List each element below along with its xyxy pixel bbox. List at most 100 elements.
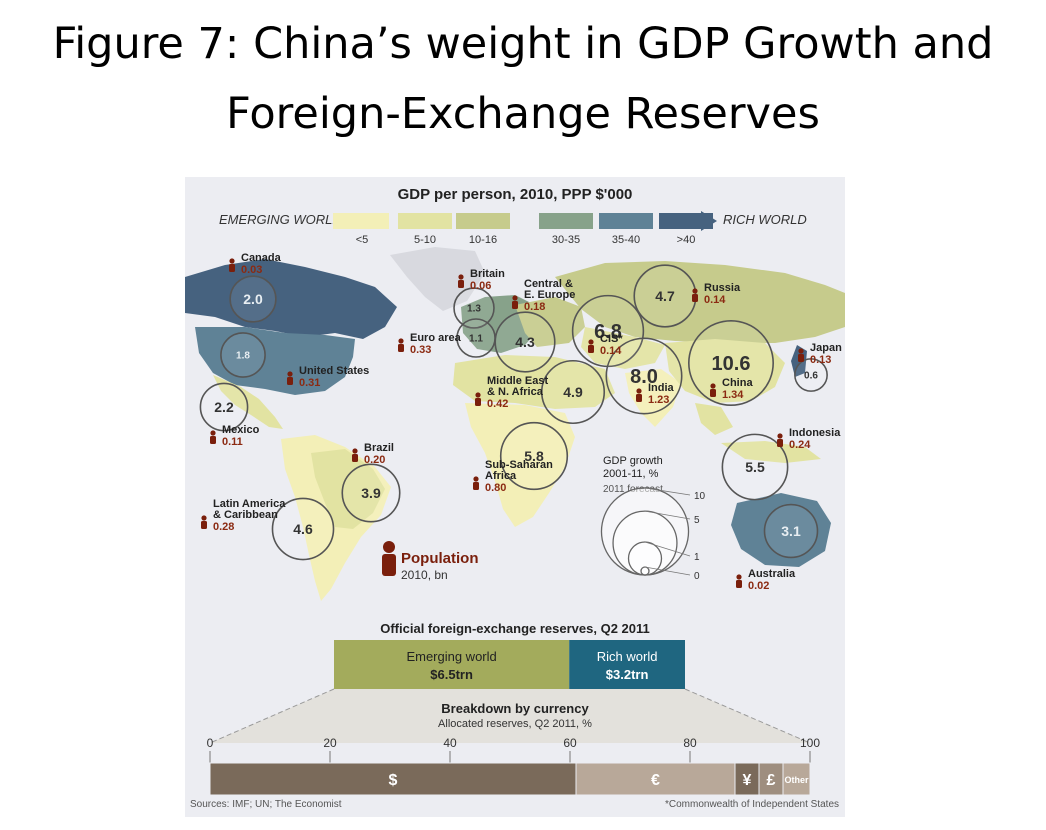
region-name-india: India: [648, 382, 675, 394]
currency-chart: 0 20 40 60 80 100 $ € ¥ £ Other: [207, 736, 820, 796]
region-name-mexico: Mexico: [222, 424, 260, 436]
currency-segment-label: ¥: [743, 772, 752, 789]
population-icon-china-body: [710, 389, 716, 397]
population-icon-indonesia-body: [777, 439, 783, 447]
population-icon-britain-body: [458, 280, 464, 288]
population-key-icon-body: [382, 554, 396, 576]
breakdown-title: Breakdown by currency: [441, 701, 589, 716]
gdp-legend: <5 5-10 10-16 30-35 35-40 >40: [335, 213, 713, 246]
population-value-brazil: 0.20: [364, 454, 385, 466]
growth-key-tick: 5: [694, 515, 700, 526]
population-icon-japan-body: [798, 354, 804, 362]
currency-axis-tick: 60: [563, 736, 577, 750]
india-shape: [625, 369, 681, 427]
growth-value-china: 10.6: [712, 353, 751, 375]
growth-circle-japan: [794, 358, 828, 392]
growth-value-australia: 3.1: [781, 523, 801, 539]
breakdown-subtitle: Allocated reserves, Q2 2011, %: [438, 718, 592, 730]
currency-segment: [782, 762, 811, 796]
currency-axis-tick: 20: [323, 736, 337, 750]
united-states-shape: [195, 327, 355, 395]
growth-key: GDP growth 2001-11, % 2011 forecast 1051…: [600, 455, 706, 582]
growth-circles: 2.0 1.8 2.2 1.3 1.1 4.3 4.7 6.8 4.9 8.0 10.6 0.6 5.5…: [199, 264, 828, 561]
growth-key-circle: [640, 566, 650, 576]
sources-note: Sources: IMF; UN; The Economist: [190, 799, 342, 810]
region-name-britain: Britain: [470, 268, 505, 280]
population-value-russia: 0.14: [704, 294, 726, 306]
growth-circle-brazil: [341, 463, 401, 523]
legend-swatch: [599, 213, 653, 229]
population-key-icon-head: [383, 541, 395, 553]
growth-circle-china: [688, 320, 774, 406]
indonesia-shape: [721, 441, 821, 463]
region-name-australia: Australia: [748, 568, 796, 580]
legend-swatch: [659, 213, 713, 229]
legend-swatch: [456, 213, 510, 229]
growth-value-russia: 4.7: [655, 288, 675, 304]
region-name-japan: Japan: [810, 342, 842, 354]
reserves-rich-value: $3.2trn: [606, 667, 649, 682]
se-asia-shape: [695, 403, 733, 435]
world-map: [185, 247, 845, 601]
region-name-middle-east: Middle East: [487, 375, 548, 387]
population-key-subtitle: 2010, bn: [401, 568, 448, 582]
population-icon-canada: [229, 258, 235, 264]
population-value-indonesia: 0.24: [789, 439, 811, 451]
legend-swatch: [539, 213, 593, 229]
population-value-britain: 0.06: [470, 280, 491, 292]
legend-label: >40: [677, 234, 696, 246]
growth-value-central-europe: 4.3: [515, 334, 535, 350]
region-name-united-states: United States: [299, 365, 369, 377]
region-name-canada: Canada: [241, 252, 282, 264]
growth-value-united-states: 1.8: [236, 351, 250, 362]
growth-value-latin-america: 4.6: [293, 521, 313, 537]
growth-circle-latin-america: [271, 497, 335, 561]
trapezoid-right-edge: [684, 688, 811, 744]
population-value-india: 1.23: [648, 394, 669, 406]
slide-title-line-2: Foreign-Exchange Reserves: [226, 89, 820, 139]
region-name-china: China: [722, 377, 753, 389]
growth-value-mexico: 2.2: [214, 399, 234, 415]
growth-circle-canada: [229, 275, 277, 323]
population-key: Population 2010, bn: [382, 541, 479, 582]
population-icon-brazil: [352, 448, 358, 454]
growth-circle-central-europe: [494, 311, 556, 373]
infographic-svg: GDP per person, 2010, PPP $'000 EMERGING…: [185, 186, 845, 810]
china-shape: [665, 339, 785, 403]
footnote: *Commonwealth of Independent States: [665, 799, 839, 810]
growth-key-leader: [644, 510, 691, 520]
growth-circle-mexico: [199, 382, 249, 432]
region-name-sub-saharan-africa: Africa: [485, 470, 517, 482]
population-icon-sub-saharan-africa: [473, 476, 479, 482]
growth-key-tick: 0: [694, 571, 700, 582]
mexico-shape: [213, 375, 283, 429]
population-icon-russia-body: [692, 294, 698, 302]
scale-arrow-tail: [333, 213, 335, 229]
region-name-central-europe: Central &: [524, 278, 573, 290]
population-icon-mexico-body: [210, 436, 216, 444]
growth-value-japan: 0.6: [804, 371, 818, 382]
growth-circle-india: [605, 337, 683, 415]
population-value-central-europe: 0.18: [524, 301, 545, 313]
region-name-russia: Russia: [704, 282, 741, 294]
growth-value-middle-east: 4.9: [563, 384, 583, 400]
currency-segment-label: £: [767, 772, 776, 789]
population-value-japan: 0.13: [810, 354, 831, 366]
region-name-central-europe: E. Europe: [524, 289, 575, 301]
currency-segment-label: €: [651, 772, 660, 789]
population-icon-australia-body: [736, 580, 742, 588]
region-name-middle-east: & N. Africa: [487, 386, 544, 398]
population-value-united-states: 0.31: [299, 377, 320, 389]
currency-axis-tick: 80: [683, 736, 697, 750]
currency-axis-tick: 0: [207, 736, 214, 750]
reserves-rich-bar: [569, 640, 685, 689]
population-icon-canada-body: [229, 264, 235, 272]
reserves-emerging-value: $6.5trn: [430, 667, 473, 682]
canada-shape: [185, 259, 397, 339]
region-name-latin-america: Latin America: [213, 498, 286, 510]
growth-key-leader: [644, 566, 691, 576]
population-value-china: 1.34: [722, 389, 744, 401]
population-icon-india-body: [636, 394, 642, 402]
currency-segment: [575, 762, 736, 796]
